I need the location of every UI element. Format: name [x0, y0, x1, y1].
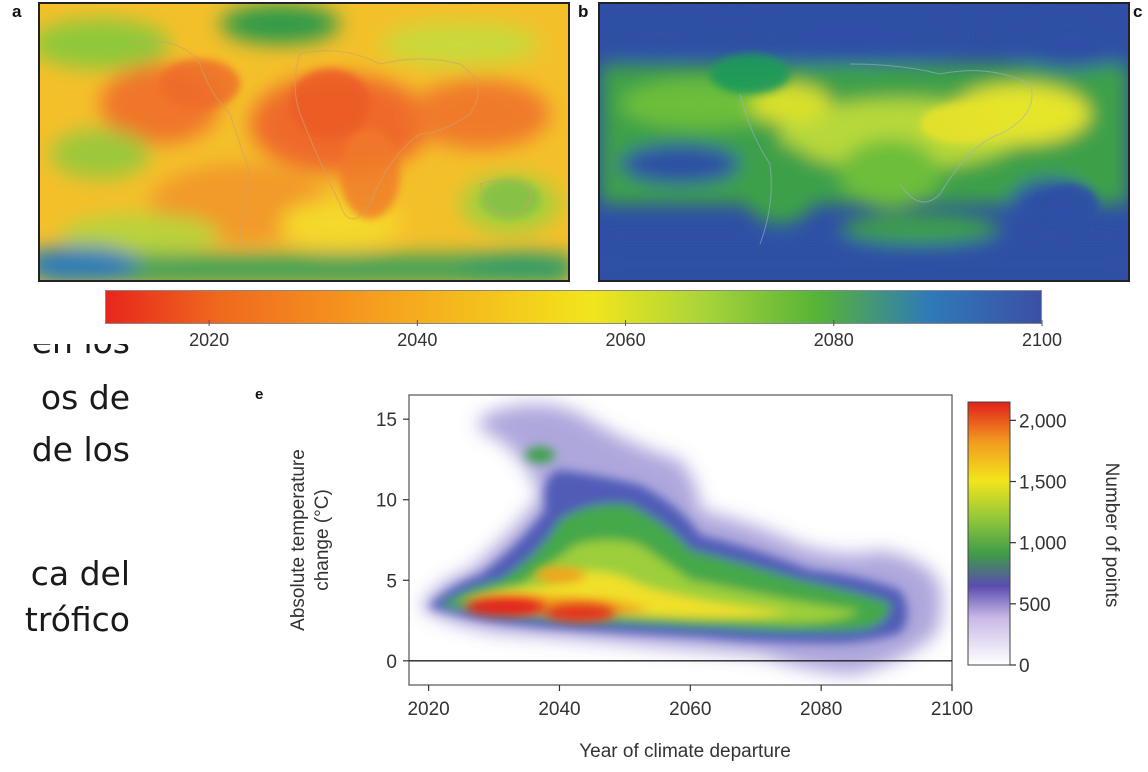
x-tick-label: 2040	[538, 699, 580, 720]
colorbar-tick-label: 2060	[606, 330, 646, 350]
slide-text-line2: de los	[31, 430, 130, 469]
panel-label-e: e	[255, 386, 263, 403]
y-tick-label: 15	[376, 410, 397, 431]
panel-label-b: b	[578, 2, 589, 21]
colorbar-tick-label: 1,000	[1019, 534, 1067, 555]
x-tick-label: 2060	[669, 699, 711, 720]
world-map-b	[600, 4, 1128, 280]
x-axis-label: Year of climate departure	[579, 741, 791, 762]
slide-text-line3: ca del	[30, 554, 130, 593]
x-tick-label: 2020	[407, 699, 449, 720]
density-colorbar	[967, 401, 1011, 666]
y-axis-label-line1: Absolute temperature	[288, 449, 309, 631]
map-panel-a	[38, 2, 570, 282]
panel-label-a: a	[12, 2, 22, 21]
colorbar-tick-label: 0	[1019, 656, 1030, 677]
y-axis-label-line2: change (°C)	[312, 489, 333, 591]
colorbar-tick-label: 2040	[397, 330, 437, 350]
slide-text-line4: trófico	[24, 600, 130, 639]
colorbar-tick-label: 2020	[189, 330, 229, 350]
slide-text-cut: en los	[0, 344, 130, 362]
x-tick-label: 2100	[931, 699, 973, 720]
colorbar-tick-label: 2,000	[1019, 411, 1067, 432]
density-cloud	[420, 404, 942, 675]
panel-label-c-partial: c	[1133, 2, 1143, 21]
colorbar-label: Number of points	[1101, 463, 1122, 608]
colorbar-tick-label: 500	[1019, 595, 1051, 616]
world-map-a	[40, 4, 568, 280]
slide-text-line1: os de	[40, 378, 130, 417]
colorbar-tick-label: 2080	[814, 330, 854, 350]
y-tick-label: 5	[386, 571, 397, 592]
year-colorbar-ticks: 2020 2040 2060 2080 2100	[189, 320, 1062, 350]
density-chart: e 2020 2040 2060 2080 2100 0 5 10 15 Year of cl…	[255, 386, 1122, 762]
x-tick-label: 2080	[800, 699, 842, 720]
y-tick-label: 0	[386, 652, 397, 673]
year-colorbar	[105, 290, 1042, 324]
plot-frame	[408, 394, 953, 686]
map-panel-b	[598, 2, 1130, 282]
y-tick-label: 10	[376, 491, 397, 512]
colorbar-tick-label: 2100	[1022, 330, 1062, 350]
colorbar-tick-label: 1,500	[1019, 473, 1067, 494]
